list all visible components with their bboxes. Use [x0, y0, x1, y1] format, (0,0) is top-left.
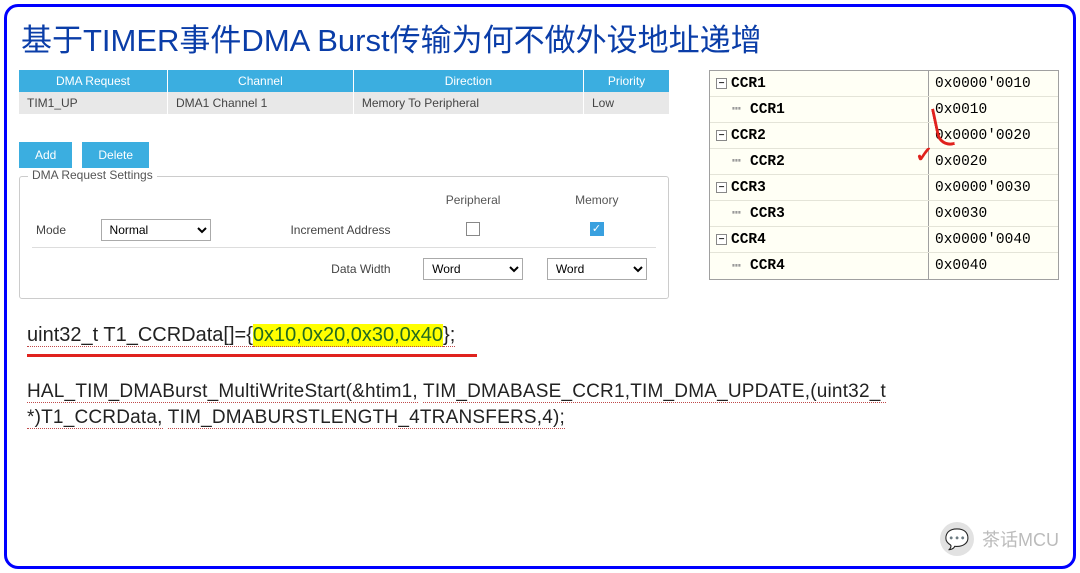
register-name: CCR2: [731, 128, 766, 144]
tree-branch-icon: ⋯: [732, 258, 746, 275]
watermark-text: 茶话MCU: [982, 526, 1059, 552]
button-row: Add Delete: [19, 142, 669, 168]
col-peripheral: Peripheral: [409, 187, 538, 213]
code1-highlight: 0x10,0x20,0x30,0x40: [253, 324, 443, 347]
datawidth-memory-select[interactable]: Word: [547, 258, 647, 280]
register-name: CCR3: [731, 180, 766, 196]
delete-button[interactable]: Delete: [82, 142, 149, 168]
col-channel[interactable]: Channel: [167, 70, 353, 92]
mode-select[interactable]: Normal: [101, 219, 211, 241]
code2-l1b: TIM_DMABASE_CCR1,TIM_DMA_UPDATE,(uint32_…: [423, 381, 886, 403]
register-name: CCR4: [750, 258, 785, 274]
page-title: 基于TIMER事件DMA Burst传输为何不做外设地址递增: [7, 7, 1073, 66]
tree-toggle-icon[interactable]: −: [716, 234, 727, 245]
increment-label: Increment Address: [236, 213, 408, 248]
code1-suffix: };: [443, 324, 455, 347]
cell-prio: Low: [583, 92, 669, 114]
register-value: 0x0000'0030: [928, 175, 1058, 200]
register-child-row[interactable]: ⋯CCR3 0x0030: [710, 201, 1058, 227]
code2-l2b: TIM_DMABURSTLENGTH_4TRANSFERS,4);: [168, 407, 565, 429]
register-name: CCR1: [731, 76, 766, 92]
table-row[interactable]: TIM1_UP DMA1 Channel 1 Memory To Periphe…: [19, 92, 669, 114]
increment-memory-checkbox[interactable]: [590, 222, 604, 236]
register-name: CCR3: [750, 206, 785, 222]
register-child-row[interactable]: ⋯CCR10x0010: [710, 97, 1058, 123]
datawidth-label: Data Width: [236, 248, 408, 287]
main-frame: 基于TIMER事件DMA Burst传输为何不做外设地址递增 DMA Reque…: [4, 4, 1076, 569]
content-row: DMA Request Channel Direction Priority T…: [7, 66, 1073, 299]
code-line-1: uint32_t T1_CCRData[]={0x10,0x20,0x30,0x…: [7, 299, 1073, 357]
register-value: 0x0000'0040: [928, 227, 1058, 252]
add-button[interactable]: Add: [19, 142, 72, 168]
register-parent-row[interactable]: −CCR1 0x0000'0010: [710, 71, 1058, 97]
cell-chan: DMA1 Channel 1: [167, 92, 353, 114]
col-priority[interactable]: Priority: [583, 70, 669, 92]
register-tree[interactable]: −CCR10x0000'0010⋯CCR10x0010−CCR20x0000'0…: [709, 70, 1059, 280]
register-name: CCR4: [731, 232, 766, 248]
dma-settings-group: DMA Request Settings Peripheral Memory M…: [19, 176, 669, 299]
code2-l2a: *)T1_CCRData,: [27, 407, 163, 429]
register-name: CCR1: [750, 102, 785, 118]
left-column: DMA Request Channel Direction Priority T…: [19, 70, 669, 299]
register-panel: −CCR10x0000'0010⋯CCR10x0010−CCR20x0000'0…: [709, 70, 1059, 299]
tree-toggle-icon[interactable]: −: [716, 130, 727, 141]
register-child-row[interactable]: ⋯CCR2 0x0020: [710, 149, 1058, 175]
register-value: 0x0030: [928, 201, 1058, 226]
red-annotation-check: ✓: [915, 142, 933, 168]
tree-branch-icon: ⋯: [732, 153, 746, 170]
register-name: CCR2: [750, 154, 785, 170]
mode-label: Mode: [32, 213, 97, 248]
register-parent-row[interactable]: −CCR3 0x0000'0030: [710, 175, 1058, 201]
code-line-2: HAL_TIM_DMABurst_MultiWriteStart(&htim1,…: [7, 357, 1073, 430]
settings-table: Peripheral Memory Mode Normal Increment …: [32, 187, 656, 286]
tree-toggle-icon[interactable]: −: [716, 78, 727, 89]
register-value: 0x0020: [928, 149, 1058, 174]
code1-prefix: uint32_t T1_CCRData[]={: [27, 324, 253, 347]
dma-request-table: DMA Request Channel Direction Priority T…: [19, 70, 669, 114]
settings-legend: DMA Request Settings: [28, 168, 157, 182]
register-child-row[interactable]: ⋯CCR4 0x0040: [710, 253, 1058, 279]
tree-branch-icon: ⋯: [732, 101, 746, 118]
register-parent-row[interactable]: −CCR4 0x0000'0040: [710, 227, 1058, 253]
register-value: 0x0040: [928, 253, 1058, 279]
col-memory: Memory: [538, 187, 656, 213]
register-parent-row[interactable]: −CCR20x0000'0020: [710, 123, 1058, 149]
watermark: 💬 茶话MCU: [940, 522, 1059, 556]
cell-req: TIM1_UP: [19, 92, 167, 114]
cell-dir: Memory To Peripheral: [353, 92, 583, 114]
tree-branch-icon: ⋯: [732, 205, 746, 222]
tree-toggle-icon[interactable]: −: [716, 182, 727, 193]
register-value: 0x0000'0010: [928, 71, 1058, 96]
col-dma-request[interactable]: DMA Request: [19, 70, 167, 92]
increment-peripheral-checkbox[interactable]: [466, 222, 480, 236]
wechat-icon: 💬: [940, 522, 974, 556]
code2-l1a: HAL_TIM_DMABurst_MultiWriteStart(&htim1,: [27, 381, 418, 403]
datawidth-peripheral-select[interactable]: Word: [423, 258, 523, 280]
col-direction[interactable]: Direction: [353, 70, 583, 92]
